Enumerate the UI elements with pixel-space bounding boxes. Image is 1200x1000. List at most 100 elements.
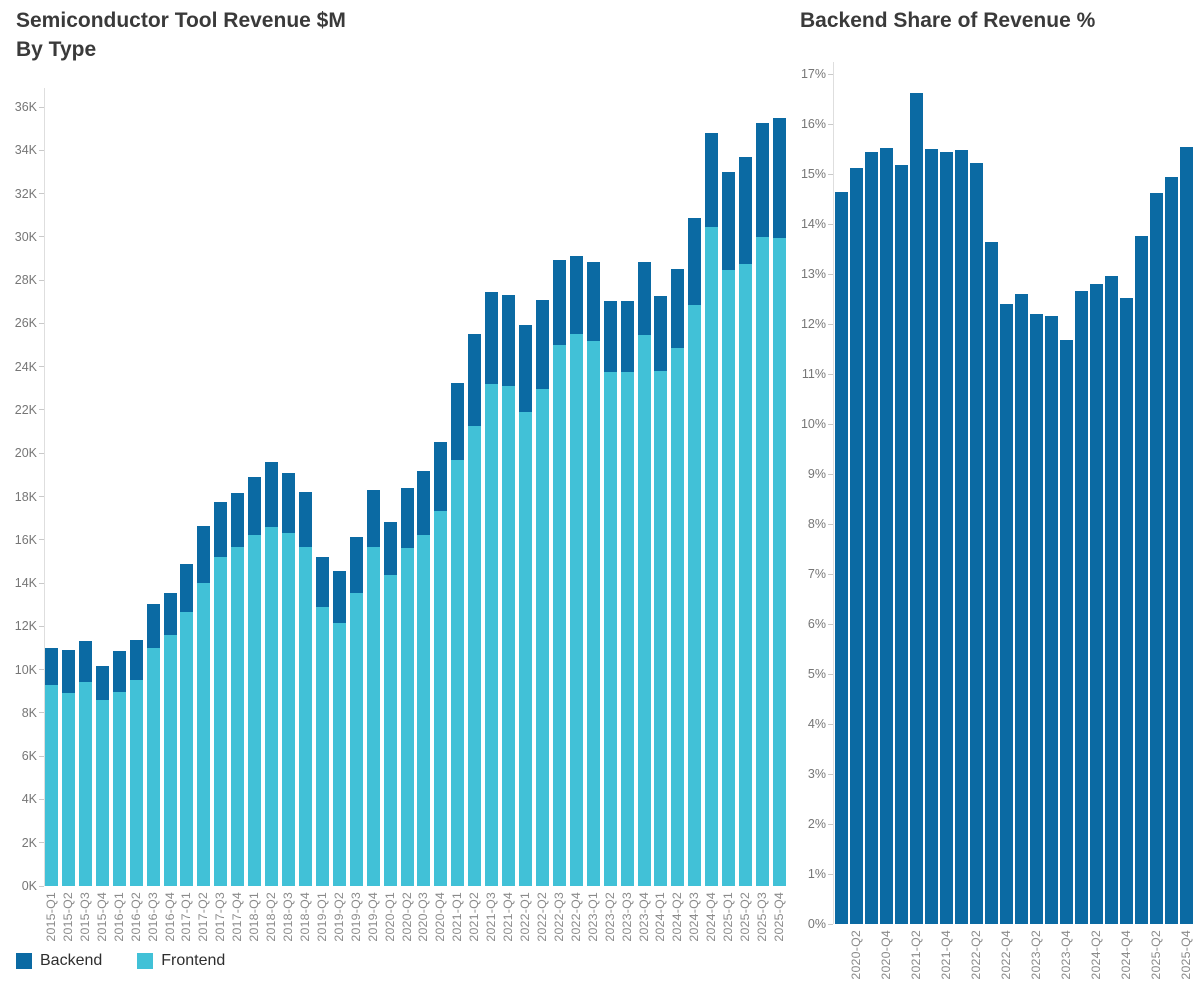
x-tick-label: 2022-Q2 — [968, 930, 983, 980]
bar-share-backend — [1060, 340, 1073, 924]
bar-share-backend — [1165, 176, 1178, 924]
bar-share-backend — [850, 168, 863, 924]
y-tick-label: 13% — [800, 267, 826, 281]
y-tick — [39, 842, 44, 844]
y-tick — [39, 193, 44, 195]
y-tick-label: 10% — [800, 417, 826, 431]
bar-segment-backend — [383, 522, 397, 576]
bar-segment-backend — [349, 536, 363, 593]
y-tick — [828, 673, 833, 675]
y-tick — [39, 322, 44, 324]
legend-label-backend: Backend — [40, 952, 103, 969]
y-tick-label: 15% — [800, 167, 826, 181]
bar-share-backend — [955, 149, 968, 924]
y-tick-label: 14K — [14, 576, 37, 591]
bar-segment-frontend — [315, 606, 329, 886]
y-tick-label: 12K — [14, 619, 37, 634]
bar-segment-backend — [468, 334, 482, 427]
bar-segment-frontend — [654, 370, 668, 886]
bar-segment-frontend — [739, 263, 753, 886]
y-tick — [39, 236, 44, 238]
y-tick — [828, 723, 833, 725]
x-tick-label: 2024-Q2 — [1088, 930, 1103, 980]
y-tick-label: 18K — [14, 489, 37, 504]
bar-segment-backend — [231, 493, 245, 548]
y-tick-label: 36K — [14, 100, 37, 114]
y-tick — [39, 798, 44, 800]
bar-segment-frontend — [129, 680, 143, 886]
bar-share-backend — [1015, 294, 1028, 924]
bar-segment-backend — [197, 525, 211, 584]
bar-segment-backend — [535, 300, 549, 390]
y-tick — [828, 923, 833, 925]
bar-segment-backend — [248, 477, 262, 536]
bar-share-backend — [865, 152, 878, 924]
y-tick — [39, 669, 44, 671]
bar-segment-backend — [451, 383, 465, 460]
bar-segment-frontend — [671, 348, 685, 886]
bar-share-backend — [925, 149, 938, 924]
y-tick — [39, 366, 44, 368]
bar-share-backend — [940, 151, 953, 924]
bar-segment-frontend — [214, 557, 228, 886]
bar-share-backend — [1105, 275, 1118, 924]
x-tick-label: 2020-Q2 — [848, 930, 863, 980]
bar-segment-frontend — [163, 634, 177, 886]
bar-segment-backend — [315, 557, 329, 607]
y-tick — [39, 279, 44, 281]
bar-segment-frontend — [552, 345, 566, 886]
bar-segment-backend — [586, 261, 600, 341]
y-tick — [39, 452, 44, 454]
legend-item-backend: Backend — [16, 952, 102, 970]
left-chart-title: Semiconductor Tool Revenue $M By Type — [16, 6, 346, 64]
bar-segment-frontend — [485, 383, 499, 886]
y-tick-label: 28K — [14, 273, 37, 288]
y-tick — [828, 623, 833, 625]
x-tick-label: 2021-Q4 — [938, 930, 953, 980]
bar-segment-backend — [129, 640, 143, 681]
y-tick-label: 14% — [800, 217, 826, 231]
bar-segment-frontend — [78, 681, 92, 886]
y-tick — [39, 712, 44, 714]
bar-share-backend — [1180, 146, 1193, 924]
bar-segment-backend — [45, 647, 58, 685]
bar-segment-frontend — [180, 612, 194, 886]
backend-swatch-icon — [16, 953, 32, 969]
x-tick-label: 2020-Q4 — [878, 930, 893, 980]
legend-item-frontend: Frontend — [137, 952, 225, 970]
y-tick-label: 1% — [807, 867, 826, 881]
bar-segment-backend — [722, 171, 736, 271]
left-chart-title-line1: Semiconductor Tool Revenue $M — [16, 9, 346, 32]
bar-segment-frontend — [417, 535, 431, 886]
y-tick-label: 20K — [14, 446, 37, 461]
bar-segment-frontend — [756, 236, 770, 886]
bar-segment-frontend — [451, 459, 465, 886]
y-tick-label: 10K — [14, 662, 37, 677]
bar-share-backend — [1030, 314, 1043, 924]
y-tick — [39, 409, 44, 411]
bar-share-backend — [1090, 284, 1103, 924]
bar-share-backend — [970, 163, 983, 924]
bar-segment-frontend — [298, 547, 312, 886]
bar-share-backend — [1120, 298, 1133, 924]
bar-segment-backend — [552, 259, 566, 346]
bar-segment-frontend — [535, 389, 549, 886]
bar-share-backend — [895, 165, 908, 924]
bar-segment-frontend — [603, 372, 617, 886]
y-tick — [828, 523, 833, 525]
bar-segment-frontend — [468, 426, 482, 886]
bar-segment-backend — [654, 296, 668, 371]
y-tick — [828, 473, 833, 475]
x-tick-label: 2025-Q4 — [1178, 930, 1193, 980]
bar-segment-frontend — [265, 526, 279, 886]
bar-segment-backend — [739, 157, 753, 264]
bar-segment-frontend — [197, 583, 211, 886]
bar-segment-frontend — [349, 592, 363, 886]
y-tick — [828, 373, 833, 375]
bar-segment-backend — [61, 650, 75, 694]
bar-share-backend — [835, 191, 848, 924]
y-tick — [39, 496, 44, 497]
bar-segment-frontend — [400, 548, 414, 886]
y-tick-label: 30K — [14, 229, 37, 244]
